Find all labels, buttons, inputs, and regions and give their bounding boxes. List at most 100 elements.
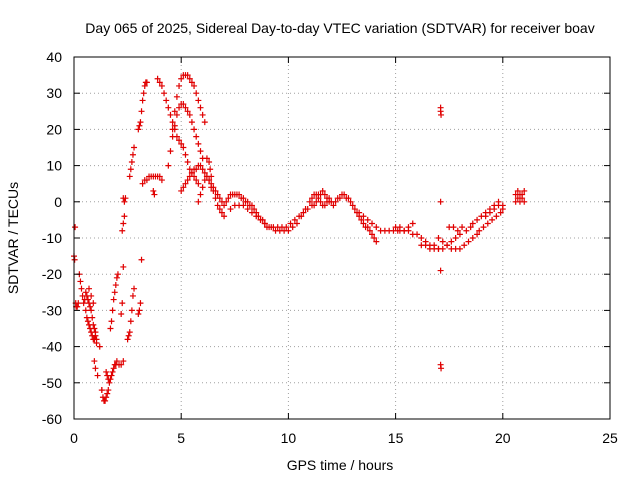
- data-point: [512, 198, 519, 205]
- data-point: [358, 216, 365, 223]
- data-point: [311, 202, 318, 209]
- data-point: [308, 195, 315, 202]
- data-point: [150, 187, 157, 194]
- data-point: [127, 318, 134, 325]
- data-point: [208, 184, 215, 191]
- data-point: [193, 133, 200, 140]
- data-point: [178, 75, 185, 82]
- data-point: [206, 177, 213, 184]
- y-tick-label: -40: [42, 339, 62, 355]
- data-point: [129, 292, 136, 299]
- data-point: [188, 79, 195, 86]
- data-point: [82, 307, 89, 314]
- y-tick-label: 20: [46, 121, 62, 137]
- data-point: [105, 376, 112, 383]
- data-point: [103, 368, 110, 375]
- data-point: [373, 224, 380, 231]
- data-point: [104, 390, 111, 397]
- data-point: [135, 311, 142, 318]
- data-point: [120, 220, 127, 227]
- data-point: [184, 72, 191, 79]
- data-point: [178, 140, 185, 147]
- data-point: [186, 75, 193, 82]
- data-point: [186, 173, 193, 180]
- data-point: [493, 213, 500, 220]
- data-point: [126, 173, 133, 180]
- y-tick-label: 30: [46, 85, 62, 101]
- data-point: [78, 285, 85, 292]
- data-point: [396, 224, 403, 231]
- data-point: [193, 166, 200, 173]
- data-point: [72, 224, 79, 231]
- data-point: [474, 231, 481, 238]
- data-point: [210, 187, 217, 194]
- x-tick-label: 20: [495, 430, 511, 446]
- data-point: [191, 126, 198, 133]
- data-point: [336, 195, 343, 202]
- axis-ticks: [73, 56, 611, 420]
- data-point: [366, 227, 373, 234]
- data-point: [109, 307, 116, 314]
- data-point: [90, 321, 97, 328]
- data-point: [296, 213, 303, 220]
- data-point: [114, 271, 121, 278]
- data-point: [91, 325, 98, 332]
- data-point: [227, 206, 234, 213]
- data-point: [118, 361, 125, 368]
- data-point: [476, 227, 483, 234]
- data-point: [240, 195, 247, 202]
- data-point: [180, 144, 187, 151]
- data-point: [105, 387, 112, 394]
- data-point: [92, 329, 99, 336]
- data-point: [128, 158, 135, 165]
- data-point: [167, 111, 174, 118]
- data-point: [212, 195, 219, 202]
- data-point: [173, 93, 180, 100]
- data-point: [171, 108, 178, 115]
- data-point: [221, 202, 228, 209]
- data-point: [176, 82, 183, 89]
- data-point: [261, 220, 268, 227]
- data-point: [495, 198, 502, 205]
- data-point: [180, 184, 187, 191]
- y-tick-label: 0: [54, 194, 62, 210]
- data-point: [88, 292, 95, 299]
- data-point: [120, 358, 127, 365]
- x-tick-label: 25: [602, 430, 618, 446]
- data-point: [106, 379, 113, 386]
- data-point: [405, 224, 412, 231]
- data-point: [112, 282, 119, 289]
- data-point: [86, 285, 93, 292]
- data-point: [176, 137, 183, 144]
- data-point: [107, 325, 114, 332]
- data-point: [102, 397, 109, 404]
- data-point: [138, 108, 145, 115]
- data-point: [291, 216, 298, 223]
- data-point: [191, 82, 198, 89]
- y-tick-label: 10: [46, 158, 62, 174]
- data-point: [182, 180, 189, 187]
- data-point: [351, 206, 358, 213]
- data-point: [110, 365, 117, 372]
- data-point: [439, 238, 446, 245]
- y-tick-label: -10: [42, 230, 62, 246]
- data-point: [240, 202, 247, 209]
- data-point: [161, 90, 168, 97]
- data-point: [214, 191, 221, 198]
- data-point: [467, 224, 474, 231]
- data-point: [201, 169, 208, 176]
- data-point: [80, 300, 87, 307]
- data-point: [163, 97, 170, 104]
- data-point: [165, 162, 172, 169]
- data-point: [465, 238, 472, 245]
- data-point: [82, 289, 89, 296]
- data-point: [369, 231, 376, 238]
- data-point: [313, 198, 320, 205]
- data-point: [300, 209, 307, 216]
- data-point: [158, 82, 165, 89]
- data-point: [321, 202, 328, 209]
- data-point: [137, 300, 144, 307]
- data-point: [206, 158, 213, 165]
- data-point: [173, 111, 180, 118]
- data-point: [89, 314, 96, 321]
